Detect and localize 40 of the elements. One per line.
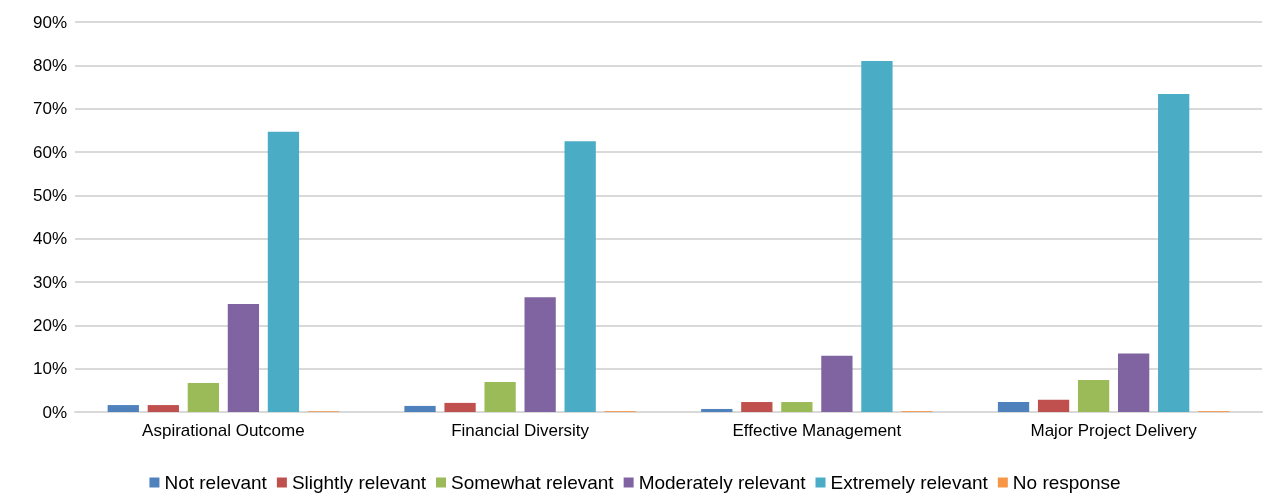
bar (404, 405, 436, 412)
x-tick-label: Financial Diversity (451, 421, 590, 440)
x-tick-label: Aspirational Outcome (142, 421, 305, 440)
legend-label: Slightly relevant (291, 472, 427, 493)
bar (781, 402, 813, 412)
bar (187, 382, 219, 412)
y-tick-label: 0% (42, 402, 67, 422)
legend-label: Not relevant (164, 472, 268, 493)
bar (444, 402, 476, 412)
bar (1158, 93, 1190, 412)
bar (227, 304, 260, 412)
legend-label: Moderately relevant (638, 472, 807, 493)
bar (1118, 353, 1150, 412)
y-tick-label: 20% (32, 315, 67, 335)
y-tick-label: 60% (32, 142, 67, 162)
bar (524, 297, 556, 412)
y-tick-label: 70% (32, 99, 67, 119)
x-tick-label: Major Project Delivery (1030, 421, 1198, 440)
bar (741, 402, 773, 412)
y-tick-label: 50% (32, 185, 67, 205)
bar (701, 408, 733, 412)
y-tick-label: 90% (32, 12, 67, 32)
bar (861, 61, 893, 412)
bar (147, 405, 179, 412)
bar (1077, 379, 1110, 412)
legend-label: No response (1012, 472, 1121, 493)
legend-label: Somewhat relevant (451, 472, 615, 493)
y-tick-label: 80% (32, 55, 67, 75)
bar (997, 402, 1030, 412)
bar (564, 141, 596, 412)
bar (484, 382, 516, 412)
bar (821, 355, 853, 412)
x-tick-label: Effective Management (732, 421, 902, 440)
y-tick-label: 40% (32, 229, 67, 249)
bar (267, 131, 300, 412)
bar (107, 405, 139, 412)
bar (1037, 399, 1070, 412)
legend-label: Extremely relevant (830, 472, 989, 493)
y-tick-label: 10% (32, 359, 67, 379)
y-tick-label: 30% (32, 272, 67, 292)
